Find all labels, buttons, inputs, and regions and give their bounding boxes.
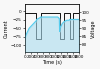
X-axis label: Time (s): Time (s) (42, 60, 62, 65)
Y-axis label: Current: Current (4, 19, 9, 38)
Y-axis label: Voltage: Voltage (91, 19, 96, 38)
